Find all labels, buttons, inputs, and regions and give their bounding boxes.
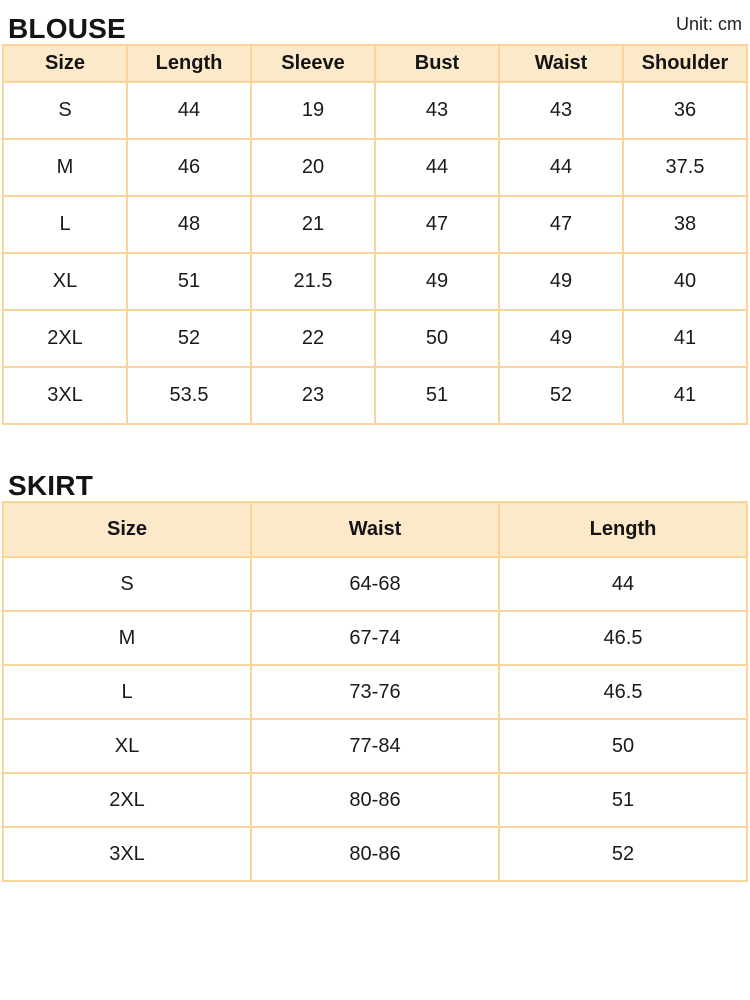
unit-label: Unit: cm bbox=[675, 14, 742, 34]
measurement-cell: 49 bbox=[498, 252, 624, 311]
measurement-cell: 37.5 bbox=[622, 138, 748, 197]
measurement-cell: 80-86 bbox=[250, 772, 500, 828]
header-row: Size Length Sleeve Bust Waist Shoulder bbox=[2, 44, 748, 83]
measurement-cell: 44 bbox=[498, 138, 624, 197]
blouse-section-title: BLOUSE bbox=[8, 13, 126, 44]
measurement-cell: 46.5 bbox=[498, 664, 748, 720]
measurement-cell: 53.5 bbox=[126, 366, 252, 425]
size-cell: S bbox=[2, 556, 252, 612]
table-row: 2XL 52 22 50 49 41 bbox=[2, 309, 748, 368]
column-header: Bust bbox=[374, 44, 500, 83]
column-header: Waist bbox=[250, 501, 500, 558]
measurement-cell: 51 bbox=[126, 252, 252, 311]
table-row: S 44 19 43 43 36 bbox=[2, 81, 748, 140]
measurement-cell: 73-76 bbox=[250, 664, 500, 720]
measurement-cell: 41 bbox=[622, 309, 748, 368]
skirt-table-body: S 64-68 44 M 67-74 46.5 L 73-76 46.5 XL 77-84 50 2XL… bbox=[2, 556, 748, 882]
measurement-cell: 36 bbox=[622, 81, 748, 140]
measurement-cell: 47 bbox=[498, 195, 624, 254]
table-row: M 67-74 46.5 bbox=[2, 610, 748, 666]
measurement-cell: 46.5 bbox=[498, 610, 748, 666]
size-cell: S bbox=[2, 81, 128, 140]
table-row: 2XL 80-86 51 bbox=[2, 772, 748, 828]
skirt-size-table: Size Waist Length S 64-68 44 M 67-74 46.5 L 73-76… bbox=[2, 501, 748, 882]
column-header: Sleeve bbox=[250, 44, 376, 83]
size-cell: 2XL bbox=[2, 309, 128, 368]
size-cell: L bbox=[2, 195, 128, 254]
measurement-cell: 50 bbox=[374, 309, 500, 368]
measurement-cell: 44 bbox=[126, 81, 252, 140]
table-row: M 46 20 44 44 37.5 bbox=[2, 138, 748, 197]
measurement-cell: 64-68 bbox=[250, 556, 500, 612]
blouse-table-body: S 44 19 43 43 36 M 46 20 44 44 37.5 L 48 21 47 47 38 XL 51 2… bbox=[2, 81, 748, 425]
header-row: Size Waist Length bbox=[2, 501, 748, 558]
size-cell: XL bbox=[2, 718, 252, 774]
skirt-header-row: SKIRT bbox=[0, 425, 750, 501]
blouse-size-table: Size Length Sleeve Bust Waist Shoulder S 44 19 4… bbox=[2, 44, 748, 425]
measurement-cell: 21 bbox=[250, 195, 376, 254]
measurement-cell: 77-84 bbox=[250, 718, 500, 774]
size-cell: M bbox=[2, 610, 252, 666]
measurement-cell: 44 bbox=[498, 556, 748, 612]
table-row: L 73-76 46.5 bbox=[2, 664, 748, 720]
table-row: L 48 21 47 47 38 bbox=[2, 195, 748, 254]
measurement-cell: 52 bbox=[498, 826, 748, 882]
column-header: Size bbox=[2, 44, 128, 83]
measurement-cell: 21.5 bbox=[250, 252, 376, 311]
measurement-cell: 41 bbox=[622, 366, 748, 425]
table-row: XL 51 21.5 49 49 40 bbox=[2, 252, 748, 311]
measurement-cell: 43 bbox=[374, 81, 500, 140]
measurement-cell: 51 bbox=[498, 772, 748, 828]
skirt-section-title: SKIRT bbox=[8, 470, 93, 501]
measurement-cell: 50 bbox=[498, 718, 748, 774]
measurement-cell: 67-74 bbox=[250, 610, 500, 666]
blouse-table-head: Size Length Sleeve Bust Waist Shoulder bbox=[2, 44, 748, 83]
measurement-cell: 52 bbox=[498, 366, 624, 425]
size-cell: L bbox=[2, 664, 252, 720]
measurement-cell: 38 bbox=[622, 195, 748, 254]
table-row: XL 77-84 50 bbox=[2, 718, 748, 774]
column-header: Shoulder bbox=[622, 44, 748, 83]
measurement-cell: 43 bbox=[498, 81, 624, 140]
table-row: S 64-68 44 bbox=[2, 556, 748, 612]
size-cell: XL bbox=[2, 252, 128, 311]
size-cell: 3XL bbox=[2, 366, 128, 425]
measurement-cell: 49 bbox=[498, 309, 624, 368]
measurement-cell: 44 bbox=[374, 138, 500, 197]
measurement-cell: 46 bbox=[126, 138, 252, 197]
column-header: Length bbox=[126, 44, 252, 83]
measurement-cell: 40 bbox=[622, 252, 748, 311]
size-cell: M bbox=[2, 138, 128, 197]
measurement-cell: 47 bbox=[374, 195, 500, 254]
measurement-cell: 19 bbox=[250, 81, 376, 140]
measurement-cell: 20 bbox=[250, 138, 376, 197]
size-cell: 2XL bbox=[2, 772, 252, 828]
blouse-header-row: BLOUSE Unit: cm bbox=[0, 0, 750, 44]
skirt-table-head: Size Waist Length bbox=[2, 501, 748, 558]
column-header: Waist bbox=[498, 44, 624, 83]
column-header: Length bbox=[498, 501, 748, 558]
column-header: Size bbox=[2, 501, 252, 558]
measurement-cell: 52 bbox=[126, 309, 252, 368]
measurement-cell: 80-86 bbox=[250, 826, 500, 882]
measurement-cell: 48 bbox=[126, 195, 252, 254]
table-row: 3XL 53.5 23 51 52 41 bbox=[2, 366, 748, 425]
measurement-cell: 23 bbox=[250, 366, 376, 425]
measurement-cell: 22 bbox=[250, 309, 376, 368]
measurement-cell: 51 bbox=[374, 366, 500, 425]
table-row: 3XL 80-86 52 bbox=[2, 826, 748, 882]
size-cell: 3XL bbox=[2, 826, 252, 882]
measurement-cell: 49 bbox=[374, 252, 500, 311]
